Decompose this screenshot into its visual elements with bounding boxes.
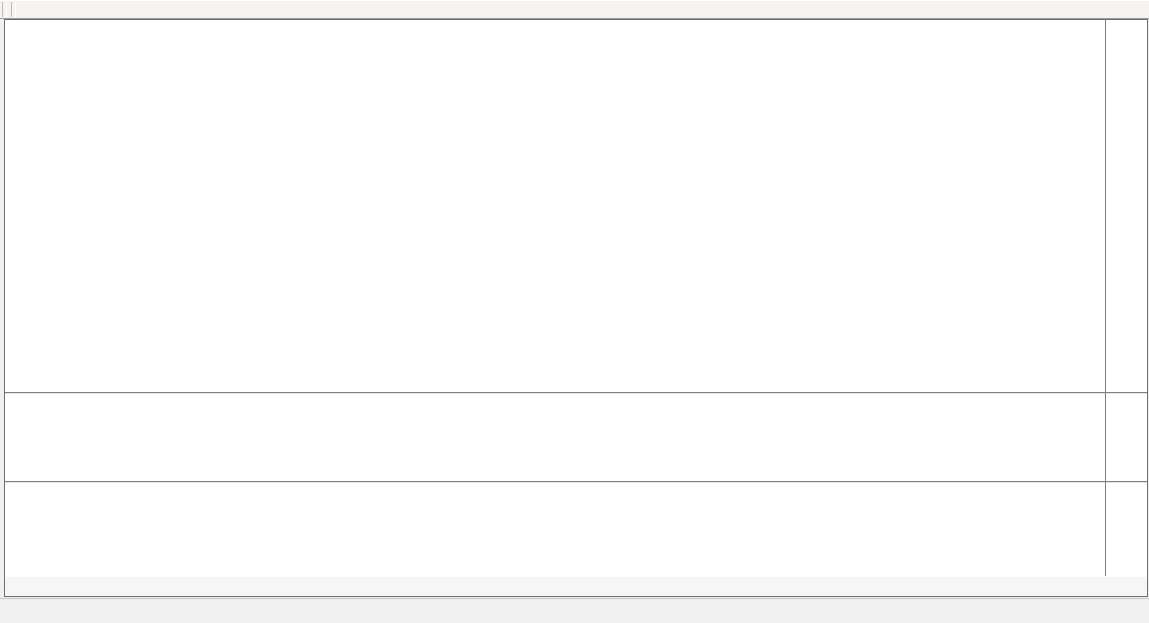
chart-title [12, 26, 37, 40]
chart-tab-bar [0, 598, 1149, 623]
